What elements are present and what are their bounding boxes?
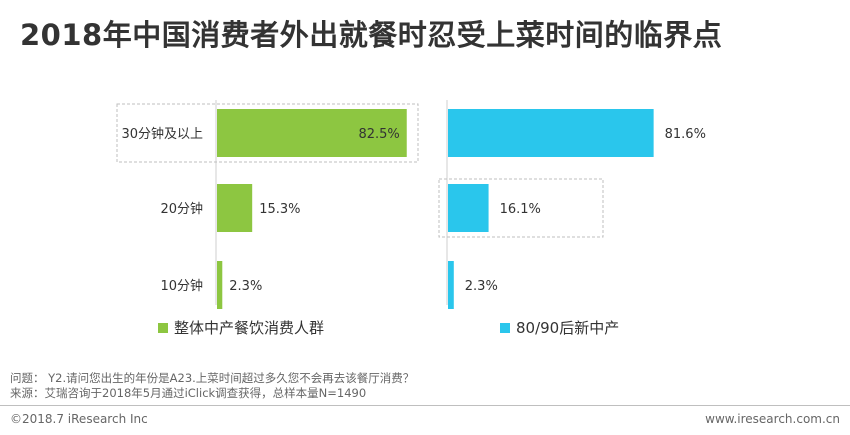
bar xyxy=(217,109,407,157)
bar xyxy=(217,261,223,309)
data-label: 82.5% xyxy=(358,127,399,142)
bar-chart: 82.5% 30分钟及以上 15.3% 20分钟 2.3% 10分钟 81.6% 16.1% 2… xyxy=(116,100,706,309)
data-label: 16.1% xyxy=(500,202,541,217)
data-label: 2.3% xyxy=(465,279,498,294)
legend-item-overall: 整体中产餐饮消费人群 xyxy=(158,317,324,338)
copyright-text: ©2018.7 iResearch Inc xyxy=(10,412,148,426)
footnote-question: 问题： Y2.请问您出生的年份是A23.上菜时间超过多久您不会再去该餐厅消费？ xyxy=(10,371,415,385)
data-label: 2.3% xyxy=(229,279,262,294)
data-label: 81.6% xyxy=(665,127,706,142)
data-label: 15.3% xyxy=(259,202,300,217)
bar xyxy=(448,109,654,157)
legend-swatch-overall xyxy=(158,322,168,333)
bar xyxy=(448,184,489,232)
highlight-box xyxy=(438,178,604,238)
footnote-source: 来源：艾瑞咨询于2018年5月通过iClick调查获得，总样本量N=1490 xyxy=(10,386,367,400)
category-label: 30分钟及以上 xyxy=(121,126,203,142)
category-label: 20分钟 xyxy=(160,201,203,217)
website-text: www.iresearch.com.cn xyxy=(705,412,840,426)
category-label: 10分钟 xyxy=(160,278,203,294)
bar xyxy=(217,184,253,232)
legend-item-new-middle-class: 80/90后新中产 xyxy=(500,317,619,338)
footer-divider xyxy=(0,405,850,406)
legend-label-overall: 整体中产餐饮消费人群 xyxy=(174,319,325,337)
legend-swatch-new-middle-class xyxy=(500,322,510,333)
legend-label-new-middle-class: 80/90后新中产 xyxy=(516,319,620,337)
bar xyxy=(448,261,454,309)
highlight-box xyxy=(116,103,419,163)
chart-title: 2018年中国消费者外出就餐时忍受上菜时间的临界点 xyxy=(20,18,723,52)
